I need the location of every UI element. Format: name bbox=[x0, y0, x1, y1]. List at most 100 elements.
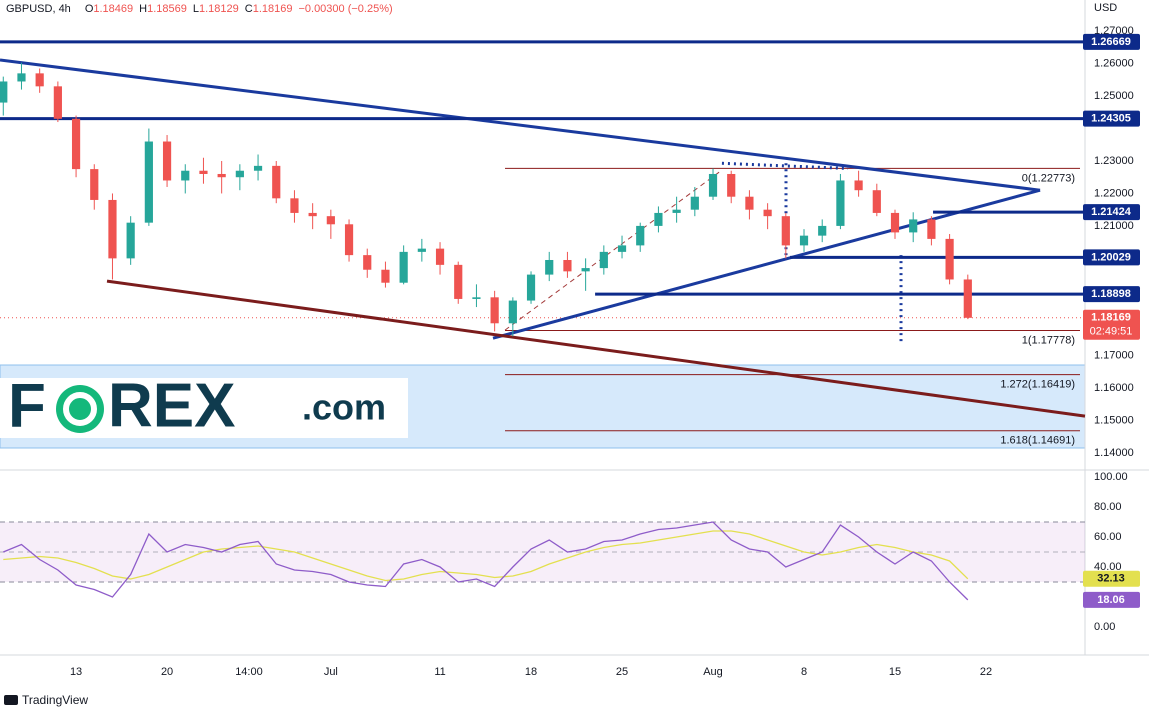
candle-body bbox=[144, 141, 153, 223]
quote-value: 1.18569 bbox=[147, 3, 187, 15]
quote-key: C bbox=[245, 3, 253, 15]
candle-body bbox=[472, 297, 481, 299]
candle-body bbox=[53, 86, 62, 119]
candle-body bbox=[927, 219, 936, 239]
level-badge: 1.20029 bbox=[1091, 251, 1131, 263]
candle-body bbox=[945, 238, 954, 280]
level-badge-bg bbox=[1083, 286, 1140, 303]
level-badge: 1.18898 bbox=[1091, 288, 1131, 300]
candle-body bbox=[745, 196, 754, 210]
candle-body bbox=[181, 170, 190, 181]
y-tick-label: 1.17000 bbox=[1094, 350, 1134, 362]
countdown: 02:49:51 bbox=[1090, 326, 1133, 338]
candle-body bbox=[344, 224, 354, 256]
x-tick-label: 25 bbox=[616, 666, 628, 678]
y-tick-label: 1.25000 bbox=[1094, 90, 1134, 102]
candle-body bbox=[818, 225, 827, 236]
rsi-line bbox=[3, 530, 969, 582]
candle-body bbox=[763, 209, 772, 217]
quote-key: O bbox=[85, 3, 94, 15]
candle-body bbox=[35, 73, 44, 87]
x-tick-label: 20 bbox=[161, 666, 173, 678]
trendline bbox=[106, 279, 1086, 418]
x-tick-label: 11 bbox=[434, 666, 445, 678]
quote-value: 1.18169 bbox=[253, 3, 293, 15]
logo-coin-ring bbox=[63, 392, 97, 426]
candle-body bbox=[71, 118, 81, 170]
candle-body bbox=[363, 255, 372, 270]
candle-body bbox=[909, 219, 918, 233]
logo-rex: REX bbox=[108, 371, 235, 440]
y-tick-label: 1.14000 bbox=[1094, 447, 1134, 459]
y-tick-label: 1.22000 bbox=[1094, 187, 1134, 199]
candle-body bbox=[108, 199, 117, 259]
y-tick-label: 1.21000 bbox=[1094, 220, 1134, 232]
last-price-badge-bg bbox=[1083, 309, 1140, 340]
candle-body bbox=[199, 170, 208, 174]
candle-body bbox=[508, 300, 517, 324]
candle-body bbox=[0, 81, 8, 103]
logo-com: .com bbox=[302, 387, 386, 428]
candle-body bbox=[162, 141, 172, 181]
candle-body bbox=[890, 212, 900, 233]
candle-body bbox=[526, 274, 536, 301]
x-tick-label: Aug bbox=[703, 666, 723, 678]
candle-body bbox=[636, 225, 645, 246]
trendline bbox=[0, 58, 1041, 192]
y-tick-label: 1.16000 bbox=[1094, 382, 1134, 394]
candle-body bbox=[490, 297, 499, 324]
candle-body bbox=[854, 180, 863, 191]
candle-body bbox=[253, 165, 263, 171]
level-badge-bg bbox=[1083, 110, 1140, 127]
x-tick-label: 18 bbox=[525, 666, 537, 678]
candle-body bbox=[781, 216, 790, 246]
quote-change: −0.00300 (−0.25%) bbox=[298, 3, 392, 15]
x-tick-label: 14:00 bbox=[235, 666, 263, 678]
quote-line: GBPUSD, 4h O1.18469 H1.18569 L1.18129 C1.181… bbox=[6, 3, 393, 15]
level-badge: 1.24305 bbox=[1091, 113, 1131, 125]
fib-label: 1.272(1.16419) bbox=[1000, 379, 1075, 391]
candle-body bbox=[727, 173, 736, 197]
level-badge-bg bbox=[1083, 33, 1140, 50]
rsi-ma-badge: 32.13 bbox=[1097, 573, 1125, 585]
candle-body bbox=[581, 268, 590, 272]
candle-body bbox=[617, 245, 627, 252]
y-tick-label: 1.26000 bbox=[1094, 58, 1134, 70]
y-tick-label: 1.15000 bbox=[1094, 415, 1134, 427]
candle-body bbox=[836, 180, 845, 226]
footer-brand: TradingView bbox=[22, 693, 88, 707]
candle-body bbox=[545, 259, 554, 275]
fib-label: 1(1.17778) bbox=[1022, 334, 1075, 346]
x-tick-label: 22 bbox=[980, 666, 992, 678]
currency: USD bbox=[1094, 2, 1117, 14]
level-badge: 1.26669 bbox=[1091, 36, 1131, 48]
level-badge: 1.21424 bbox=[1091, 206, 1132, 218]
rsi-tick-label: 40.00 bbox=[1094, 561, 1122, 573]
candle-body bbox=[708, 173, 718, 197]
candle-body bbox=[235, 170, 244, 178]
rsi-ma-badge-bg bbox=[1083, 570, 1140, 587]
rsi-line bbox=[3, 521, 969, 601]
x-tick-label: Jul bbox=[324, 666, 338, 678]
candle-body bbox=[417, 248, 426, 252]
quote-value: 1.18469 bbox=[93, 3, 133, 15]
candle-body bbox=[563, 259, 572, 272]
logo-f: F bbox=[8, 371, 46, 440]
candle-body bbox=[308, 212, 317, 217]
candle-body bbox=[454, 264, 463, 299]
rsi-tick-label: 60.00 bbox=[1094, 531, 1122, 543]
candle-body bbox=[399, 251, 408, 283]
fib-label: 1.618(1.14691) bbox=[1000, 435, 1075, 447]
rsi-badge-bg bbox=[1083, 591, 1140, 608]
rsi-badge: 18.06 bbox=[1097, 594, 1125, 606]
level-badge-bg bbox=[1083, 249, 1140, 266]
candle-body bbox=[872, 190, 881, 213]
candle-body bbox=[799, 235, 809, 246]
candle-body bbox=[435, 248, 445, 265]
candle-body bbox=[126, 222, 135, 259]
candle-body bbox=[672, 209, 681, 213]
rsi-tick-label: 0.00 bbox=[1094, 621, 1115, 633]
x-tick-label: 13 bbox=[70, 666, 82, 678]
x-tick-label: 8 bbox=[801, 666, 807, 678]
